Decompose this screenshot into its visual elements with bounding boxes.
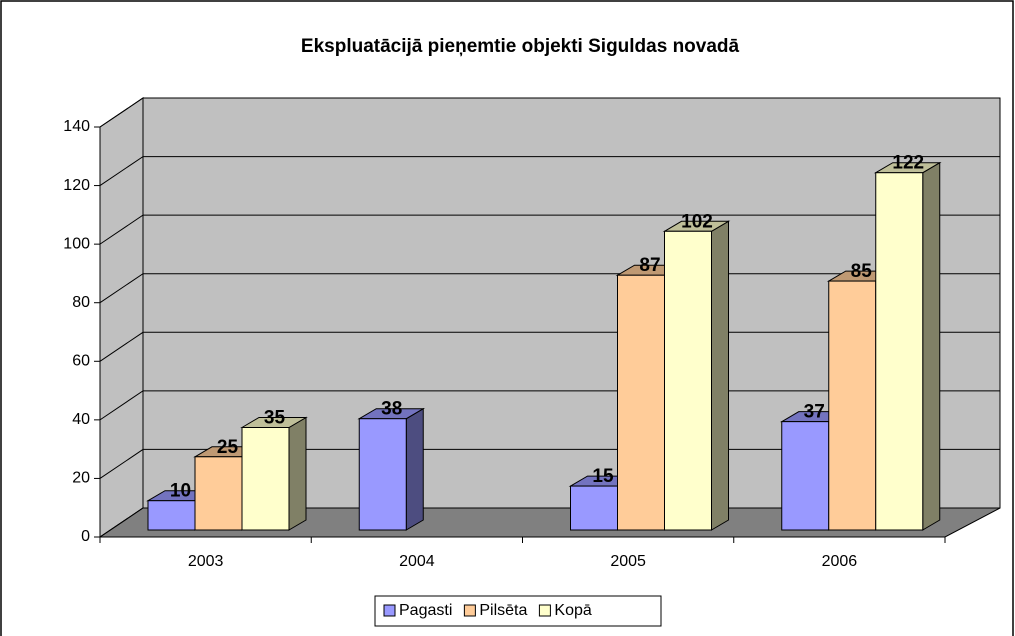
bar: [617, 274, 665, 531]
legend-label: Pilsēta: [479, 602, 527, 619]
legend-swatch: [463, 604, 476, 617]
x-tick-label: 2006: [822, 553, 858, 570]
bar: [194, 456, 243, 531]
data-label: 102: [681, 211, 713, 232]
legend-label: Kopā: [554, 602, 591, 619]
y-tick-label: 80: [72, 294, 90, 311]
y-tick-label: 120: [63, 177, 90, 194]
grid-line: [99, 214, 1000, 245]
data-labels: 10 25 35 38 15 87 102 37 85 122: [170, 153, 924, 502]
bar-side: [922, 161, 941, 531]
bar: [570, 485, 618, 531]
data-label: 38: [381, 399, 402, 420]
bar: [241, 427, 290, 531]
y-tick-label: 40: [72, 411, 90, 428]
chart-title: Ekspluatācijā pieņemtie objekti Siguldas…: [301, 36, 740, 57]
bar: [147, 500, 196, 531]
bar: [358, 418, 407, 531]
grid-line: [99, 156, 1000, 186]
bar: [664, 230, 712, 531]
legend-swatch: [538, 604, 551, 617]
x-tick-label: 2004: [399, 553, 435, 570]
y-tick-label: 140: [63, 118, 90, 135]
bar: [875, 172, 924, 531]
legend-box: [374, 595, 662, 627]
side-wall: [99, 97, 144, 538]
y-tick-label: 60: [72, 353, 90, 370]
legend-label: Pagasti: [399, 602, 452, 619]
bar-side: [711, 220, 729, 531]
legend-swatch: [383, 604, 396, 617]
data-label: 37: [804, 402, 825, 423]
data-label: 122: [892, 153, 924, 174]
x-tick-label: 2005: [610, 553, 646, 570]
y-tick-label: 0: [81, 528, 90, 545]
bar-side: [288, 416, 307, 531]
bar-side: [405, 407, 424, 531]
y-tick-label: 20: [72, 470, 90, 487]
x-tick-label: 2003: [188, 553, 224, 570]
y-tick-label: 100: [63, 235, 90, 252]
data-label: 15: [592, 466, 614, 487]
bar: [828, 280, 877, 531]
grid-line: [99, 97, 1000, 128]
data-label: 35: [264, 408, 286, 429]
data-label: 25: [217, 437, 239, 458]
legend: Pagasti Pilsēta Kopā: [374, 595, 662, 627]
bar: [781, 421, 830, 531]
data-label: 85: [851, 261, 873, 282]
data-label: 87: [639, 255, 660, 276]
data-label: 10: [170, 481, 191, 502]
